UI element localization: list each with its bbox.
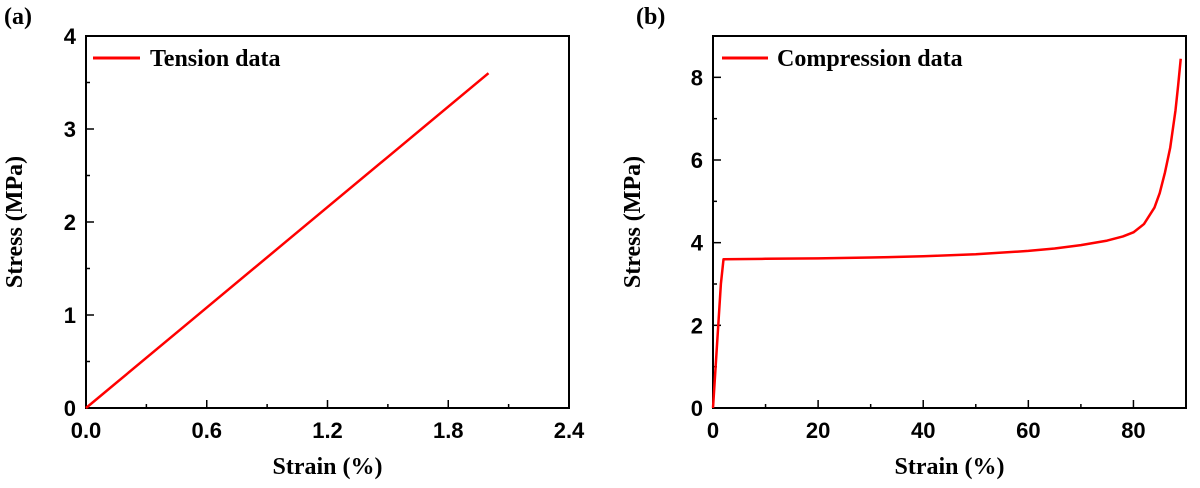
x-axis-title: Strain (%) xyxy=(273,454,383,480)
panel-label: (a) xyxy=(4,4,32,30)
y-tick-label: 4 xyxy=(691,231,704,256)
x-tick-label: 80 xyxy=(1121,418,1145,443)
x-tick-label: 1.8 xyxy=(433,418,464,443)
y-axis-title: Stress (MPa) xyxy=(2,156,28,288)
x-tick-label: 2.4 xyxy=(554,418,585,443)
series-line-0 xyxy=(85,72,490,409)
x-tick-label: 60 xyxy=(1016,418,1040,443)
y-tick-label: 0 xyxy=(64,396,76,421)
series-line-0 xyxy=(711,58,1182,409)
panel-a: (a) 0.0 0.6 1.2 1.8 2.4 0 1 2 3 4 Strain (%) Stress … xyxy=(2,4,585,480)
x-tick-label: 40 xyxy=(911,418,935,443)
x-tick-label: 20 xyxy=(806,418,830,443)
x-tick-label: 0.0 xyxy=(71,418,102,443)
x-tick-label: 0.6 xyxy=(191,418,222,443)
plot-frame xyxy=(712,35,1187,409)
legend-label: Tension data xyxy=(150,46,281,72)
y-tick-label: 4 xyxy=(64,24,77,49)
legend-label: Compression data xyxy=(777,46,963,72)
panel-b: (b) 0 20 40 60 80 0 2 4 6 8 Strain (%) Stress (MPa) C… xyxy=(620,4,1187,480)
plot-frame xyxy=(85,35,570,409)
y-tick-label: 2 xyxy=(691,313,703,338)
x-axis-title: Strain (%) xyxy=(895,454,1005,480)
y-tick-label: 3 xyxy=(64,117,76,142)
y-tick-label: 2 xyxy=(64,210,76,235)
panel-label: (b) xyxy=(636,4,665,30)
y-tick-label: 8 xyxy=(691,65,703,90)
y-tick-label: 6 xyxy=(691,148,703,173)
y-axis-title: Stress (MPa) xyxy=(620,156,646,288)
x-tick-label: 0 xyxy=(707,418,719,443)
y-tick-label: 0 xyxy=(691,396,703,421)
x-tick-label: 1.2 xyxy=(312,418,343,443)
y-tick-label: 1 xyxy=(64,303,76,328)
